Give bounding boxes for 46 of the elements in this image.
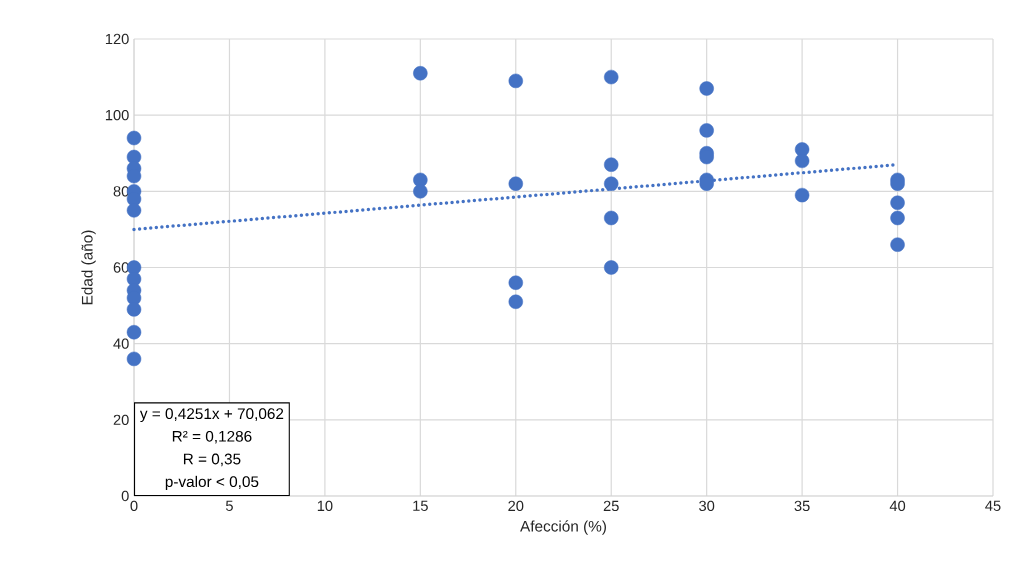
x-tick-label: 40 [889, 500, 906, 512]
x-tick-label: 20 [508, 500, 524, 512]
point [604, 260, 619, 275]
x-tick-label: 15 [413, 500, 428, 511]
point [413, 184, 428, 199]
point [126, 260, 142, 275]
x-tick-label: 30 [699, 500, 715, 512]
point [508, 275, 523, 290]
x-tick-label: 45 [985, 500, 1001, 511]
point [890, 237, 905, 252]
point [794, 142, 810, 157]
point [413, 66, 428, 81]
point [126, 203, 142, 218]
y-tick-label: 20 [113, 414, 129, 426]
x-tick-label: 35 [794, 500, 810, 512]
point [604, 176, 619, 191]
point [508, 294, 523, 309]
y-tick-label: 40 [113, 338, 129, 349]
point [508, 176, 523, 191]
y-tick-label: 120 [105, 33, 129, 45]
point [890, 195, 905, 210]
point [890, 210, 905, 226]
point [126, 351, 142, 367]
annotation: R = 0,35 [183, 453, 241, 467]
point [604, 157, 619, 172]
annotation: p-valor < 0,05 [165, 475, 259, 491]
point [794, 187, 810, 203]
y-axis-title: Edad (año) [81, 230, 96, 305]
y-tick-label: 100 [105, 109, 129, 121]
annotation: R² = 0,1286 [172, 430, 252, 444]
point [508, 73, 523, 89]
x-tick-label: 0 [130, 500, 138, 512]
annotation: y = 0,4251x + 70,062 [139, 408, 284, 423]
x-tick-label: 10 [317, 500, 333, 512]
y-tick-label: 0 [121, 490, 129, 502]
x-tick-label: 5 [225, 500, 233, 511]
point [126, 325, 142, 340]
point [604, 210, 619, 226]
point [126, 302, 142, 317]
point [699, 81, 714, 96]
point [604, 69, 619, 85]
point [699, 123, 714, 138]
x-axis-title: Afección (%) [520, 520, 606, 535]
x-tick-label: 25 [603, 500, 619, 512]
point [126, 130, 142, 146]
point [794, 153, 810, 169]
